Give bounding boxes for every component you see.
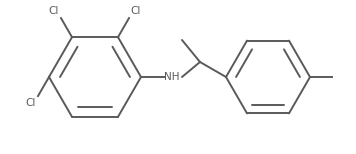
Text: NH: NH (164, 72, 180, 82)
Text: Cl: Cl (130, 6, 140, 16)
Text: Cl: Cl (26, 98, 36, 108)
Text: Cl: Cl (49, 6, 59, 16)
